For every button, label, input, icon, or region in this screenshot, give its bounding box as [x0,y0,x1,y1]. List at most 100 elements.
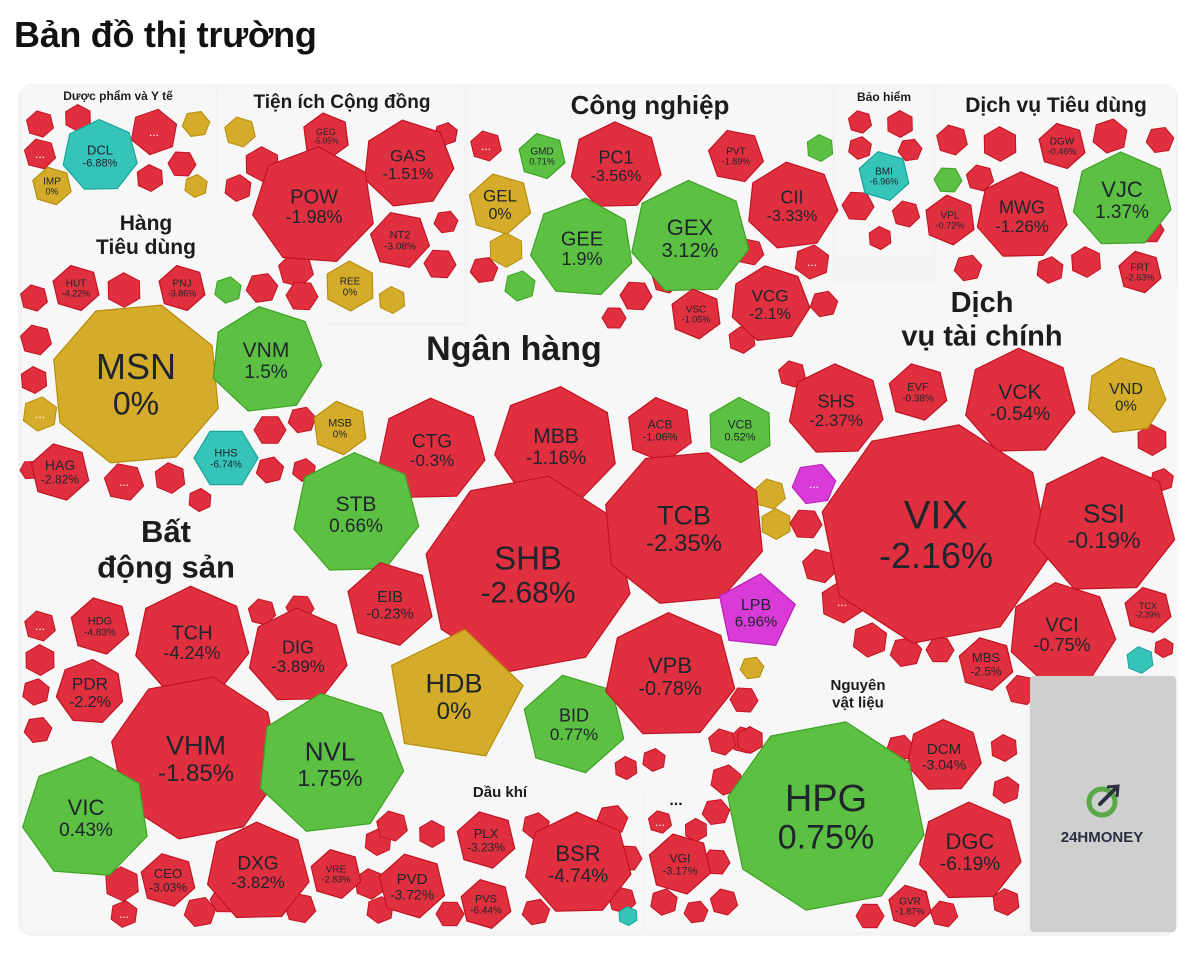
stock-tile-shb[interactable]: SHB-2.68% [425,475,631,673]
small-stock-tile[interactable] [184,174,208,198]
stock-tile-mwg[interactable]: MWG-1.26% [976,171,1068,257]
small-stock-tile[interactable] [20,284,48,312]
small-stock-tile[interactable] [936,124,968,156]
small-stock-tile[interactable] [224,174,252,202]
stock-tile-frt[interactable]: FRT-2.63% [1118,250,1162,294]
stock-tile-eib[interactable]: EIB-0.23% [347,562,433,646]
small-stock-tile[interactable] [933,167,963,193]
small-stock-tile[interactable] [435,901,465,927]
stock-tile-vsc[interactable]: VSC-1.05% [671,288,721,340]
small-stock-tile[interactable] [614,755,638,781]
small-stock-tile[interactable] [990,734,1018,762]
small-stock-tile[interactable] [378,286,406,314]
small-stock-tile[interactable] [423,249,457,279]
small-stock-tile[interactable] [618,905,638,927]
small-stock-tile[interactable] [601,307,627,329]
small-stock-tile[interactable] [809,290,839,318]
small-stock-tile[interactable] [739,656,765,680]
stock-tile-dcl[interactable]: DCL-6.88% [62,118,138,190]
small-stock-tile[interactable] [154,462,186,494]
stock-tile-plx[interactable]: PLX-3.23% [456,811,516,869]
small-stock-tile[interactable] [806,134,834,162]
stock-tile-cii[interactable]: CII-3.33% [748,161,839,249]
small-stock-tile[interactable] [887,110,913,138]
small-stock-tile[interactable] [214,276,242,304]
stock-tile-tcb[interactable]: TCB-2.35% [605,452,763,604]
stock-tile-vpl[interactable]: VPL-0.72% [925,194,975,246]
small-stock-tile[interactable] [1071,246,1101,278]
stock-tile-dcm[interactable]: DCM-3.04% [906,718,982,790]
small-stock-tile[interactable] [778,360,806,388]
stock-tile-hut[interactable]: HUT-4.22% [52,264,100,312]
small-stock-tile[interactable]: ... [647,810,673,834]
small-stock-tile[interactable] [737,726,763,754]
stock-tile-shs[interactable]: SHS-2.37% [788,363,884,453]
small-stock-tile[interactable] [868,225,892,251]
small-stock-tile[interactable]: ... [130,108,178,156]
small-stock-tile[interactable] [26,110,54,138]
stock-tile-vck[interactable]: VCK-0.54% [965,347,1076,452]
small-stock-tile[interactable] [965,164,995,192]
small-stock-tile[interactable] [683,900,709,924]
small-stock-tile[interactable] [181,110,211,138]
small-stock-tile[interactable]: ... [24,610,56,642]
stock-tile-tch[interactable]: TCH-4.24% [135,585,250,694]
stock-tile-vhm[interactable]: VHM-1.85% [111,676,281,840]
stock-tile-ssi[interactable]: SSI-0.19% [1033,456,1176,590]
small-stock-tile[interactable] [701,798,731,826]
small-stock-tile[interactable] [504,270,536,302]
stock-tile-pvd[interactable]: PVD-3.72% [378,853,446,919]
stock-tile-gas[interactable]: GAS-1.51% [364,119,455,207]
small-stock-tile[interactable] [23,716,53,744]
small-stock-tile[interactable] [105,866,139,902]
small-stock-tile[interactable] [521,898,551,926]
small-stock-tile[interactable] [107,272,141,308]
small-stock-tile[interactable] [245,273,279,303]
stock-tile-mbs[interactable]: MBS-2.5% [958,637,1014,691]
small-stock-tile[interactable] [847,110,873,134]
small-stock-tile[interactable]: ... [791,463,837,505]
small-stock-tile[interactable] [729,687,759,713]
stock-tile-pvs[interactable]: PVS-6.44% [460,879,512,929]
small-stock-tile[interactable] [848,136,872,160]
stock-tile-pdr[interactable]: PDR-2.2% [55,658,124,724]
small-stock-tile[interactable] [287,406,317,434]
stock-tile-vre[interactable]: VRE-2.83% [310,849,362,899]
small-stock-tile[interactable] [983,126,1017,162]
stock-tile-gvr[interactable]: GVR-1.87% [888,884,932,928]
small-stock-tile[interactable] [489,232,523,268]
small-stock-tile[interactable] [992,776,1020,804]
small-stock-tile[interactable] [469,256,499,284]
stock-tile-nt2[interactable]: NT2-3.08% [369,212,431,268]
stock-tile-pow[interactable]: POW-1.98% [252,146,374,263]
stock-tile-bmi[interactable]: BMI-6.96% [858,151,910,201]
small-stock-tile[interactable] [285,281,319,311]
stock-tile-hdg[interactable]: HDG-4.83% [70,597,130,655]
small-stock-tile[interactable] [19,324,53,356]
stock-tile-ceo[interactable]: CEO-3.03% [140,853,196,907]
small-stock-tile[interactable] [710,764,742,796]
stock-tile-pvt[interactable]: PVT-1.89% [707,129,765,183]
small-stock-tile[interactable] [1154,637,1174,659]
small-stock-tile[interactable] [247,598,277,626]
stock-tile-vpb[interactable]: VPB-0.78% [605,612,736,735]
stock-tile-pc1[interactable]: PC1-3.56% [570,121,662,207]
small-stock-tile[interactable]: ... [103,463,145,501]
small-stock-tile[interactable] [708,728,736,756]
stock-tile-vgi[interactable]: VGI-3.17% [648,833,712,895]
stock-tile-vcg[interactable]: VCG-2.1% [731,265,811,342]
small-stock-tile[interactable] [376,810,408,842]
small-stock-tile[interactable] [925,637,955,663]
small-stock-tile[interactable] [188,487,212,513]
